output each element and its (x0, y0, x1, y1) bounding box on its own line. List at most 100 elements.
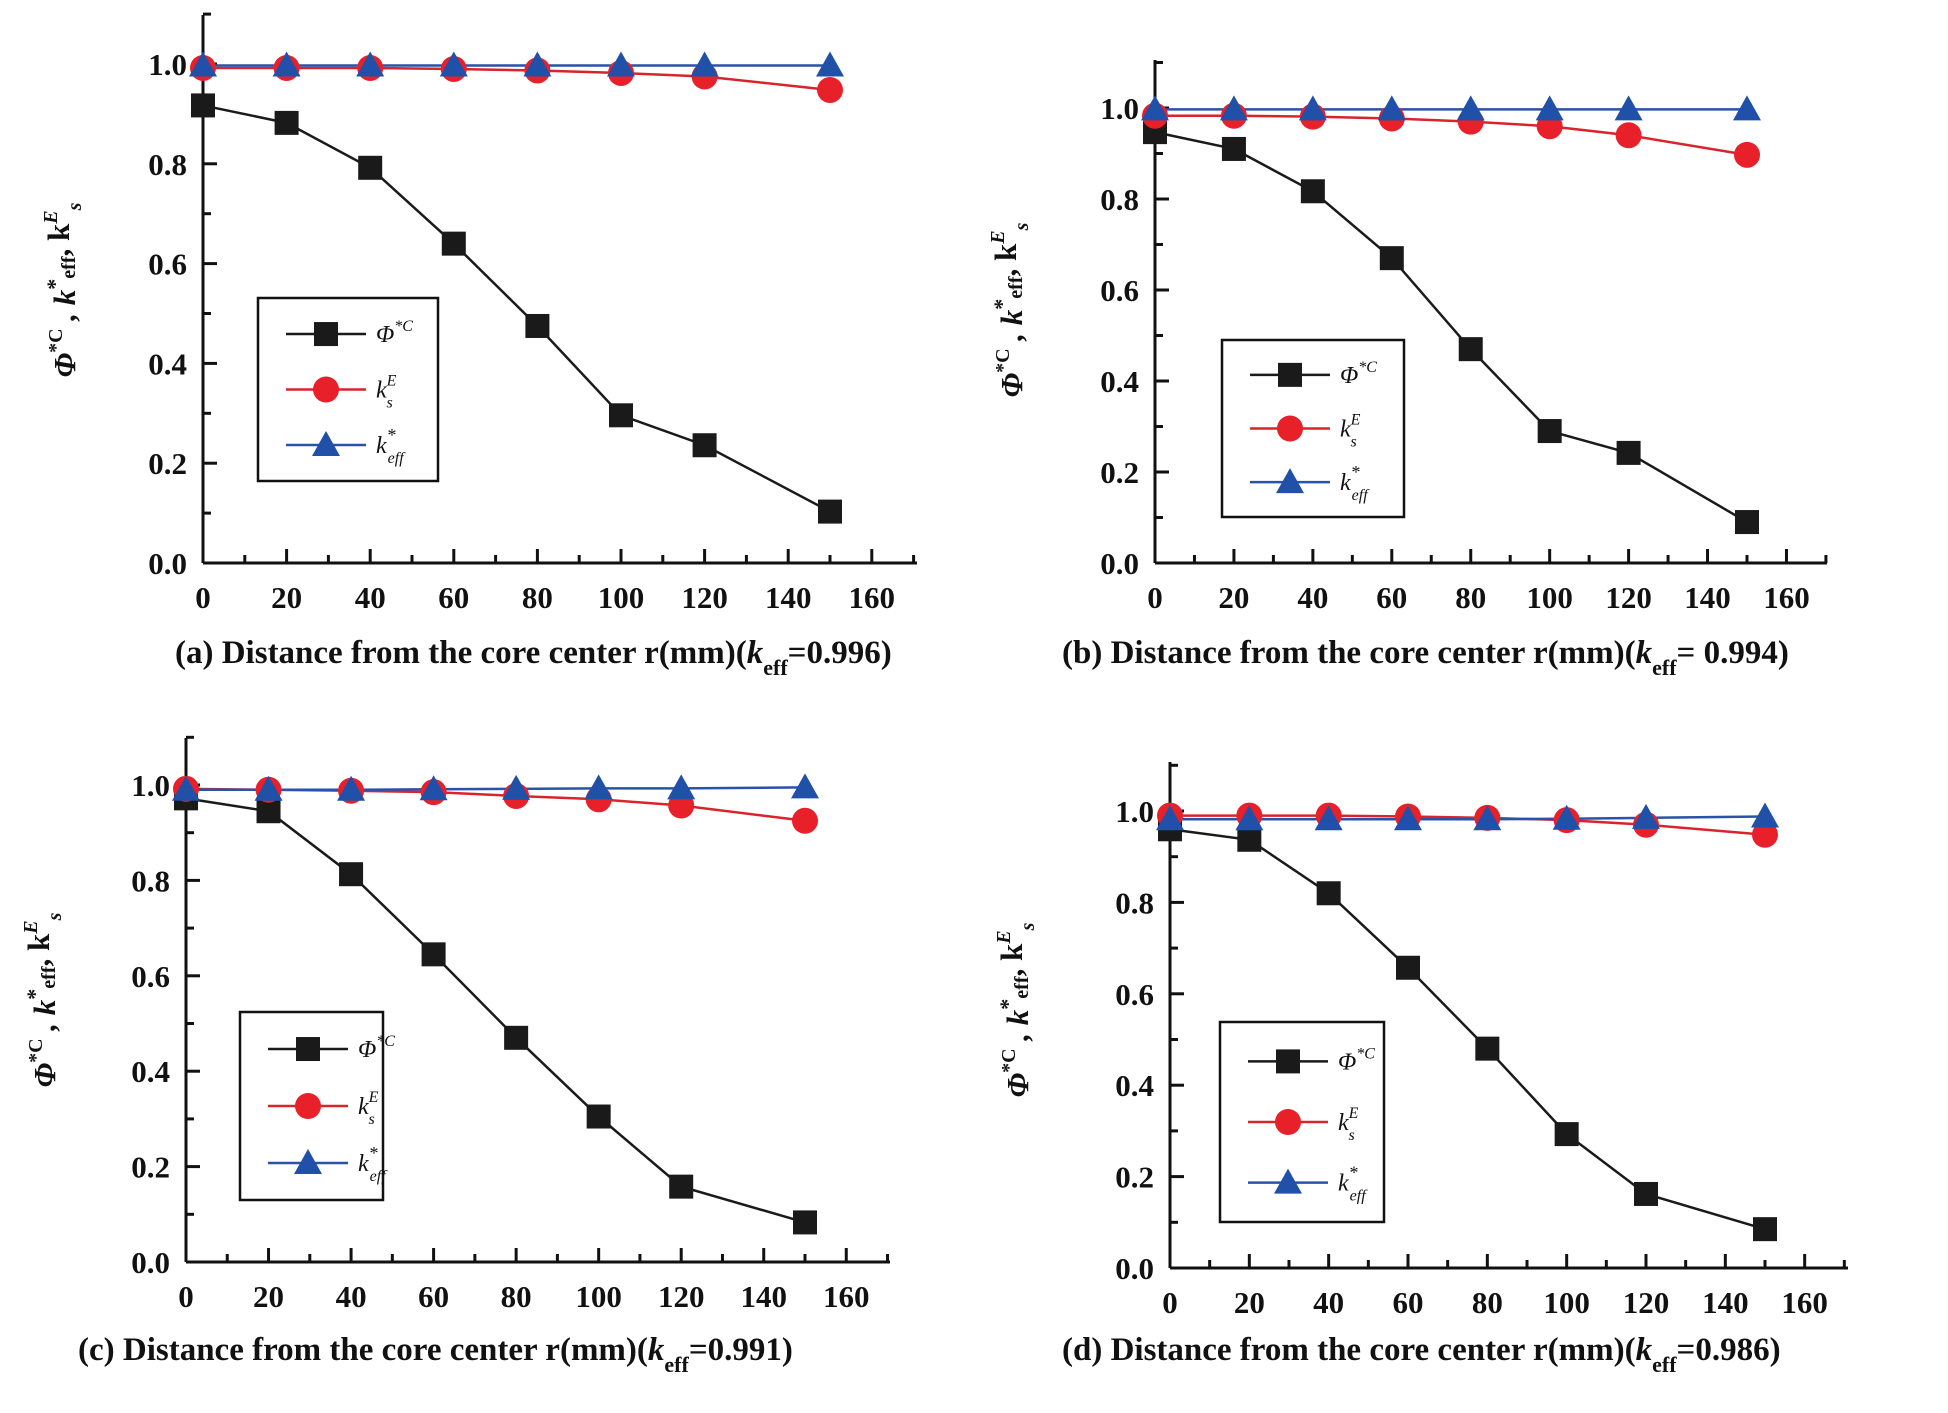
y-tick-label: 0.8 (1100, 182, 1139, 217)
x-tick-label: 100 (1526, 580, 1573, 615)
data-point-phi (1753, 1217, 1777, 1242)
data-point-keff (1377, 95, 1406, 121)
data-point-keff (439, 51, 468, 77)
y-tick-label: 0.8 (148, 147, 187, 182)
x-tick-label: 0 (178, 1279, 194, 1314)
legend-label-ks: kE s (1338, 1105, 1359, 1144)
legend-label-keff: k* eff (1340, 462, 1370, 504)
data-point-ks (1734, 141, 1760, 168)
data-point-keff (607, 51, 635, 77)
x-tick-label: 120 (1623, 1285, 1670, 1320)
legend-label-ks: kE s (376, 373, 397, 412)
data-point-phi (1379, 246, 1404, 271)
y-tick-label: 0.2 (1100, 455, 1139, 490)
y-tick-label: 0.8 (131, 863, 170, 898)
y-tick-label: 0.6 (148, 247, 187, 282)
data-point-keff (816, 51, 844, 77)
x-tick-label: 60 (438, 580, 469, 615)
data-point-keff (502, 774, 531, 800)
x-tick-label: 40 (1313, 1285, 1344, 1320)
data-point-phi (441, 231, 466, 256)
data-point-keff (1552, 804, 1581, 830)
data-point-phi (504, 1025, 529, 1050)
y-tick-label: 0.2 (148, 446, 187, 481)
x-tick-label: 120 (681, 580, 728, 615)
chart-panel-b: 0 20 40 60 80 100 120 140 160 0.0 0.2 0.4 0.6 0.8 1.0 Φ… (987, 60, 1828, 680)
x-tick-label: 80 (522, 580, 553, 615)
legend-label-ks: kE s (1340, 412, 1361, 451)
y-axis-label: Φ*C , k*eff, kEs (987, 222, 1033, 397)
x-tick-label: 20 (1218, 580, 1249, 615)
data-point-keff (1473, 805, 1502, 831)
data-point-phi (1221, 136, 1246, 161)
data-point-keff (1614, 95, 1643, 121)
x-tick-label: 100 (575, 1279, 622, 1314)
data-point-phi (358, 155, 383, 180)
x-tick-label: 160 (823, 1279, 870, 1314)
data-point-keff (1314, 805, 1343, 831)
data-point-keff (272, 51, 301, 77)
x-tick-label: 120 (658, 1279, 705, 1314)
x-tick-label: 80 (1472, 1285, 1503, 1320)
x-axis-label: (c) Distance from the core center r(mm)(… (78, 1332, 793, 1377)
data-point-keff (1751, 802, 1779, 828)
legend-marker-phi (314, 322, 338, 347)
x-tick-label: 20 (1234, 1285, 1265, 1320)
x-tick-label: 0 (1147, 580, 1163, 615)
x-tick-label: 80 (1455, 580, 1486, 615)
data-point-keff (1456, 95, 1485, 121)
data-point-keff (1235, 805, 1264, 831)
legend-marker-keff (1276, 468, 1304, 494)
legend-marker-keff (1274, 1168, 1302, 1194)
y-tick-label: 0.2 (131, 1150, 170, 1185)
series-line-ks (1155, 114, 1748, 157)
legend-marker-phi (1276, 1049, 1300, 1074)
data-point-phi (1616, 440, 1641, 465)
x-tick-label: 0 (1162, 1285, 1178, 1320)
y-tick-label: 0.0 (1115, 1251, 1154, 1286)
data-point-keff (791, 773, 819, 799)
x-tick-label: 60 (1393, 1285, 1424, 1320)
chart-panel-c: 0 20 40 60 80 100 120 140 160 0.0 0.2 0.4 0.6 0.8 1.0 Φ… (20, 735, 890, 1377)
legend: Φ*C kE s k* eff (1220, 338, 1406, 519)
x-tick-label: 0 (195, 580, 211, 615)
legend-label-phi: Φ*C (1338, 1045, 1375, 1075)
chart-panel-a: 0 20 40 60 80 100 120 140 160 0.0 0.2 0.4 0.6 0.8 1.0 Φ… (40, 12, 917, 680)
y-tick-label: 0.4 (1100, 364, 1139, 399)
x-tick-label: 20 (253, 1279, 284, 1314)
legend: Φ*C kE s k* eff (238, 1010, 395, 1202)
data-point-phi (256, 799, 281, 824)
y-tick-label: 0.6 (1115, 977, 1154, 1012)
x-tick-label: 140 (765, 580, 812, 615)
x-tick-label: 160 (1781, 1285, 1828, 1320)
y-tick-label: 0.4 (131, 1054, 170, 1089)
series-line-phi (202, 104, 831, 513)
data-point-phi (1316, 881, 1341, 906)
data-point-ks (1752, 821, 1778, 848)
y-axis-label: Φ*C , k*eff, kEs (993, 922, 1039, 1097)
y-tick-label: 0.8 (1115, 885, 1154, 920)
legend-label-phi: Φ*C (1340, 359, 1377, 389)
legend-marker-phi (1278, 362, 1302, 387)
x-tick-label: 140 (1702, 1285, 1749, 1320)
data-point-phi (1237, 827, 1262, 852)
data-point-keff (523, 51, 552, 77)
data-point-phi (1537, 419, 1562, 444)
data-point-keff (356, 51, 385, 77)
data-point-keff (1298, 95, 1327, 121)
legend-label-keff: k* eff (1338, 1163, 1368, 1205)
x-tick-label: 100 (598, 580, 645, 615)
y-tick-label: 0.6 (1100, 273, 1139, 308)
data-point-phi (191, 93, 215, 118)
x-tick-label: 160 (849, 580, 896, 615)
y-tick-label: 0.6 (131, 959, 170, 994)
data-point-keff (1141, 95, 1169, 121)
series-line-ks (1170, 814, 1766, 837)
data-point-phi (421, 942, 446, 967)
series-line-keff (186, 786, 806, 792)
data-point-phi (669, 1174, 694, 1199)
y-axis-label: Φ*C , k*eff, kEs (40, 202, 86, 377)
y-axis-label: Φ*C , k*eff, kEs (20, 912, 66, 1087)
data-point-keff (172, 775, 200, 801)
